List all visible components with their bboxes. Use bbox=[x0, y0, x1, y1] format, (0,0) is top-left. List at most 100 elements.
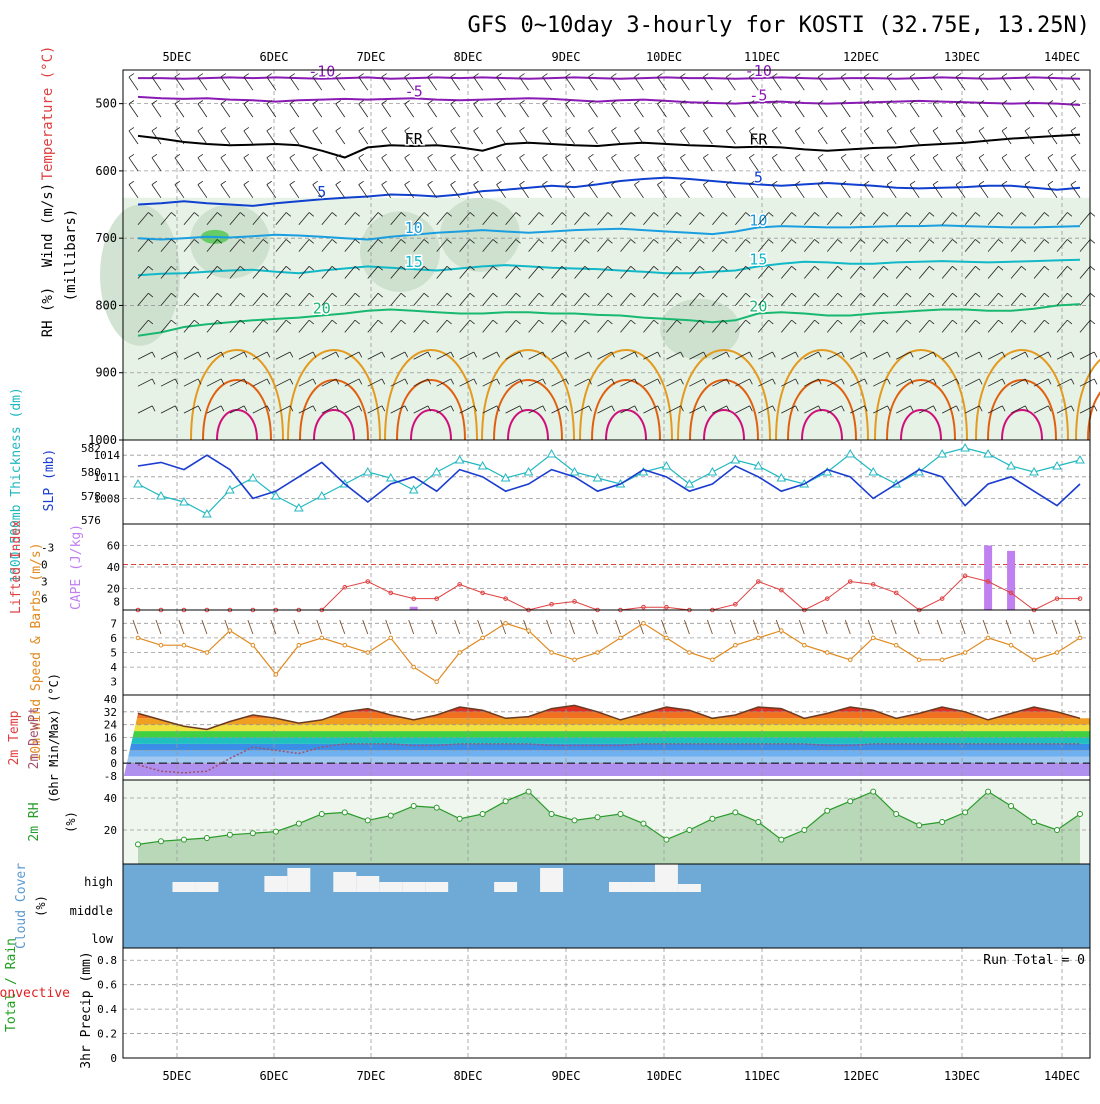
wind-barb bbox=[239, 266, 246, 271]
wind-barb bbox=[726, 153, 732, 159]
wind10m-barb bbox=[798, 619, 805, 635]
wind-barb bbox=[956, 378, 960, 385]
wind-barb bbox=[561, 266, 567, 271]
rh-point bbox=[364, 817, 371, 824]
wind-barb bbox=[505, 319, 517, 333]
wind10m-barb bbox=[362, 619, 369, 635]
wind-barb bbox=[321, 378, 337, 387]
wind-barb bbox=[519, 127, 525, 132]
wind-barb bbox=[768, 239, 774, 244]
wind-barb bbox=[404, 351, 409, 358]
wind-barb bbox=[344, 266, 356, 279]
wind-barb bbox=[151, 180, 158, 185]
wind-barb bbox=[827, 351, 842, 360]
day-label-bottom: 5DEC bbox=[163, 1069, 192, 1083]
wind-barb bbox=[932, 184, 943, 199]
wind-barb bbox=[584, 266, 590, 271]
wind-barb bbox=[1070, 130, 1081, 145]
wind-barb bbox=[171, 266, 177, 271]
wind-barb bbox=[607, 319, 613, 325]
wind-barb bbox=[611, 378, 615, 385]
rh-point bbox=[410, 803, 417, 809]
wind-barb bbox=[137, 266, 149, 279]
wind-barb bbox=[978, 153, 985, 159]
rh-point bbox=[686, 827, 693, 833]
wind-barb bbox=[354, 319, 360, 325]
wind-barb bbox=[496, 76, 506, 91]
wind-barb bbox=[791, 292, 797, 298]
contour-line-20 bbox=[137, 303, 1081, 337]
wind-barb bbox=[873, 351, 888, 360]
cape-bar bbox=[409, 606, 418, 610]
thickness-point bbox=[983, 448, 993, 458]
wind-barb bbox=[151, 157, 162, 172]
wind-barb bbox=[918, 351, 934, 360]
wind-barb bbox=[703, 378, 707, 385]
li-point bbox=[342, 584, 348, 590]
thickness-point bbox=[776, 472, 787, 482]
wind-barb bbox=[722, 319, 728, 325]
wind-barb bbox=[978, 76, 989, 91]
thickness-point bbox=[523, 466, 534, 476]
wind-barb bbox=[1033, 405, 1049, 414]
temp-band bbox=[123, 763, 1090, 776]
wind-barb bbox=[607, 292, 613, 298]
wind-barb bbox=[726, 73, 732, 78]
wind10m-barb bbox=[1028, 619, 1035, 635]
wind-barb bbox=[174, 180, 181, 185]
wind-barb bbox=[561, 319, 567, 325]
wind-barb bbox=[634, 405, 638, 412]
wind-barb bbox=[358, 184, 369, 199]
wind-barb bbox=[381, 157, 392, 172]
wind-barb bbox=[243, 180, 250, 185]
wind-barb bbox=[183, 319, 195, 333]
wind-barb bbox=[956, 351, 960, 358]
wind-barb bbox=[735, 351, 750, 360]
wind-barb bbox=[551, 266, 563, 279]
wind10m-barb bbox=[936, 619, 943, 635]
wind-barb bbox=[344, 239, 356, 252]
wind-barb bbox=[680, 157, 690, 172]
wind-barb bbox=[653, 239, 659, 244]
wind10m-barb bbox=[500, 619, 507, 635]
wind10m-barb bbox=[201, 619, 208, 635]
wind-barb bbox=[377, 292, 383, 298]
thickness-point bbox=[316, 490, 327, 500]
wind-barb bbox=[308, 319, 314, 325]
wind-barb bbox=[216, 319, 223, 325]
wind-barb bbox=[137, 292, 149, 306]
day-label-top: 13DEC bbox=[944, 50, 980, 64]
wind-barb bbox=[1021, 266, 1027, 271]
wind-barb bbox=[197, 76, 208, 91]
wind-barb bbox=[771, 76, 782, 91]
wind-barb bbox=[1010, 319, 1022, 333]
wind-barb bbox=[335, 103, 346, 118]
wind-barb bbox=[565, 180, 571, 185]
wind-barb bbox=[1001, 100, 1008, 105]
wind-barb bbox=[929, 292, 935, 298]
wind10m-barb bbox=[844, 619, 851, 635]
wind-barb bbox=[1090, 319, 1096, 325]
wind-barb bbox=[312, 378, 317, 385]
day-label-top: 7DEC bbox=[357, 50, 386, 64]
wind-barb bbox=[634, 103, 644, 118]
wind-barb bbox=[1002, 405, 1006, 412]
wind-barb bbox=[446, 212, 452, 217]
temp-contour-arc bbox=[787, 379, 857, 441]
rh-area bbox=[138, 791, 1080, 864]
wind-barb bbox=[160, 266, 172, 279]
cloud-tick-label: middle bbox=[70, 904, 113, 918]
wind-barb bbox=[266, 103, 277, 118]
wind-barb bbox=[266, 378, 271, 385]
wind-barb bbox=[817, 184, 828, 199]
precip-tick-label: 0 bbox=[110, 1052, 117, 1065]
wind10m-point bbox=[687, 650, 692, 655]
wind10m-point bbox=[756, 635, 761, 641]
thickness-point bbox=[1029, 466, 1039, 476]
wind-barb bbox=[826, 266, 838, 279]
wind-barb bbox=[367, 266, 379, 279]
wind-barb bbox=[473, 130, 483, 145]
wind-barb bbox=[873, 405, 888, 414]
wind-barb bbox=[735, 239, 746, 252]
